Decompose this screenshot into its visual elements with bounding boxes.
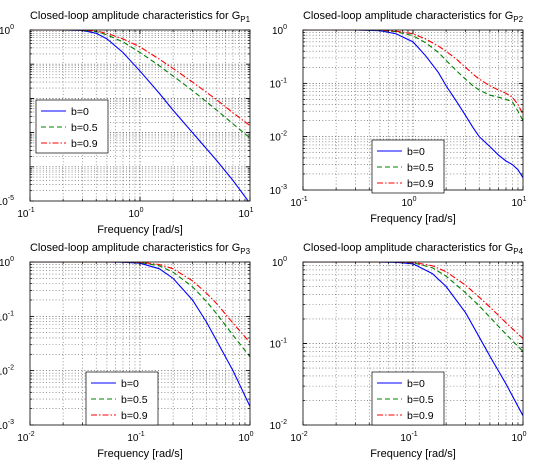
- x-tick-label: 101: [511, 196, 526, 209]
- tick-marks: [29, 29, 251, 202]
- series-group: [30, 262, 250, 407]
- x-tick-label: 101: [238, 207, 253, 220]
- legend-entry-label: b=0.9: [121, 410, 148, 422]
- tick-marks: [302, 29, 524, 191]
- chart-panel-1: 10-1 100 101 10-5 100 Closed-loop amplitude c…: [0, 10, 254, 236]
- chart-title: Closed-loop amplitude characteristics fo…: [303, 10, 524, 24]
- grid: [303, 262, 523, 425]
- legend-entry-label: b=0: [71, 106, 89, 118]
- legend-entry-label: b=0.5: [407, 162, 434, 174]
- y-tick-label: 10-2: [270, 419, 287, 432]
- x-axis-label: Frequency [rad/s]: [97, 224, 183, 236]
- series-group: [303, 30, 523, 179]
- series-line-b=0.5: [30, 262, 250, 358]
- chart-title: Closed-loop amplitude characteristics fo…: [30, 10, 251, 24]
- series-line-b=0.9: [30, 262, 250, 343]
- y-tick-label: 10-1: [270, 338, 287, 351]
- x-tick-label: 10-1: [400, 431, 417, 444]
- y-tick-label: 100: [0, 24, 14, 37]
- legend-entry-label: b=0: [121, 378, 139, 390]
- legend-entry-label: b=0: [407, 378, 425, 390]
- grid: [30, 262, 250, 425]
- x-axis-label: Frequency [rad/s]: [370, 213, 456, 225]
- x-tick-label: 10-1: [127, 431, 144, 444]
- y-tick-label: 10-5: [0, 195, 14, 208]
- x-tick-label: 100: [128, 207, 143, 220]
- series-line-b=0.5: [303, 262, 523, 352]
- series-line-b=0: [30, 262, 250, 407]
- series-group: [303, 262, 523, 416]
- legend-entry-label: b=0.9: [407, 178, 434, 190]
- y-tick-label: 100: [272, 24, 287, 37]
- legend: b=0 b=0.5 b=0.9: [85, 371, 159, 426]
- x-tick-label: 10-1: [290, 196, 307, 209]
- legend-box: [371, 139, 445, 194]
- tick-marks: [29, 261, 251, 426]
- chart-panel-2: 10-1 100 101 10-3 10-2 10-1 100 Closed-loop amp…: [270, 10, 527, 225]
- grid: [30, 30, 250, 201]
- y-tick-label: 10-1: [270, 77, 287, 90]
- series-line-b=0: [303, 30, 523, 179]
- x-axis-label: Frequency [rad/s]: [97, 448, 183, 460]
- x-tick-label: 10-2: [17, 431, 34, 444]
- legend-box: [85, 371, 159, 426]
- legend-entry-label: b=0.9: [407, 410, 434, 422]
- y-tick-label: 10-3: [0, 419, 14, 432]
- legend: b=0 b=0.5 b=0.9: [35, 99, 109, 154]
- y-tick-label: 10-1: [0, 310, 14, 323]
- series-line-b=0.9: [303, 30, 523, 115]
- legend: b=0 b=0.5 b=0.9: [371, 139, 445, 194]
- x-tick-label: 10-1: [17, 207, 34, 220]
- legend: b=0 b=0.5 b=0.9: [371, 371, 445, 426]
- x-tick-label: 10-2: [290, 431, 307, 444]
- legend-entry-label: b=0.5: [407, 394, 434, 406]
- y-tick-label: 10-2: [0, 365, 14, 378]
- chart-title: Closed-loop amplitude characteristics fo…: [303, 242, 524, 256]
- y-tick-label: 10-3: [270, 184, 287, 197]
- y-tick-label: 100: [0, 256, 14, 269]
- legend-entry-label: b=0: [407, 146, 425, 158]
- y-tick-label: 10-2: [270, 131, 287, 144]
- chart-title: Closed-loop amplitude characteristics fo…: [30, 242, 251, 256]
- y-tick-label: 100: [272, 256, 287, 269]
- series-line-b=0: [303, 262, 523, 416]
- legend-entry-label: b=0.5: [71, 122, 98, 134]
- x-tick-label: 100: [401, 196, 416, 209]
- series-line-b=0.9: [303, 262, 523, 339]
- x-axis-label: Frequency [rad/s]: [370, 448, 456, 460]
- series-line-b=0.5: [303, 30, 523, 121]
- legend-entry-label: b=0.9: [71, 138, 98, 150]
- x-tick-label: 100: [238, 431, 253, 444]
- chart-panel-4: 10-2 10-1 100 10-2 10-1 100 Closed-loop amplit…: [270, 242, 527, 460]
- legend-box: [35, 99, 109, 154]
- legend-entry-label: b=0.5: [121, 394, 148, 406]
- x-tick-label: 100: [511, 431, 526, 444]
- legend-box: [371, 371, 445, 426]
- grid: [303, 30, 523, 190]
